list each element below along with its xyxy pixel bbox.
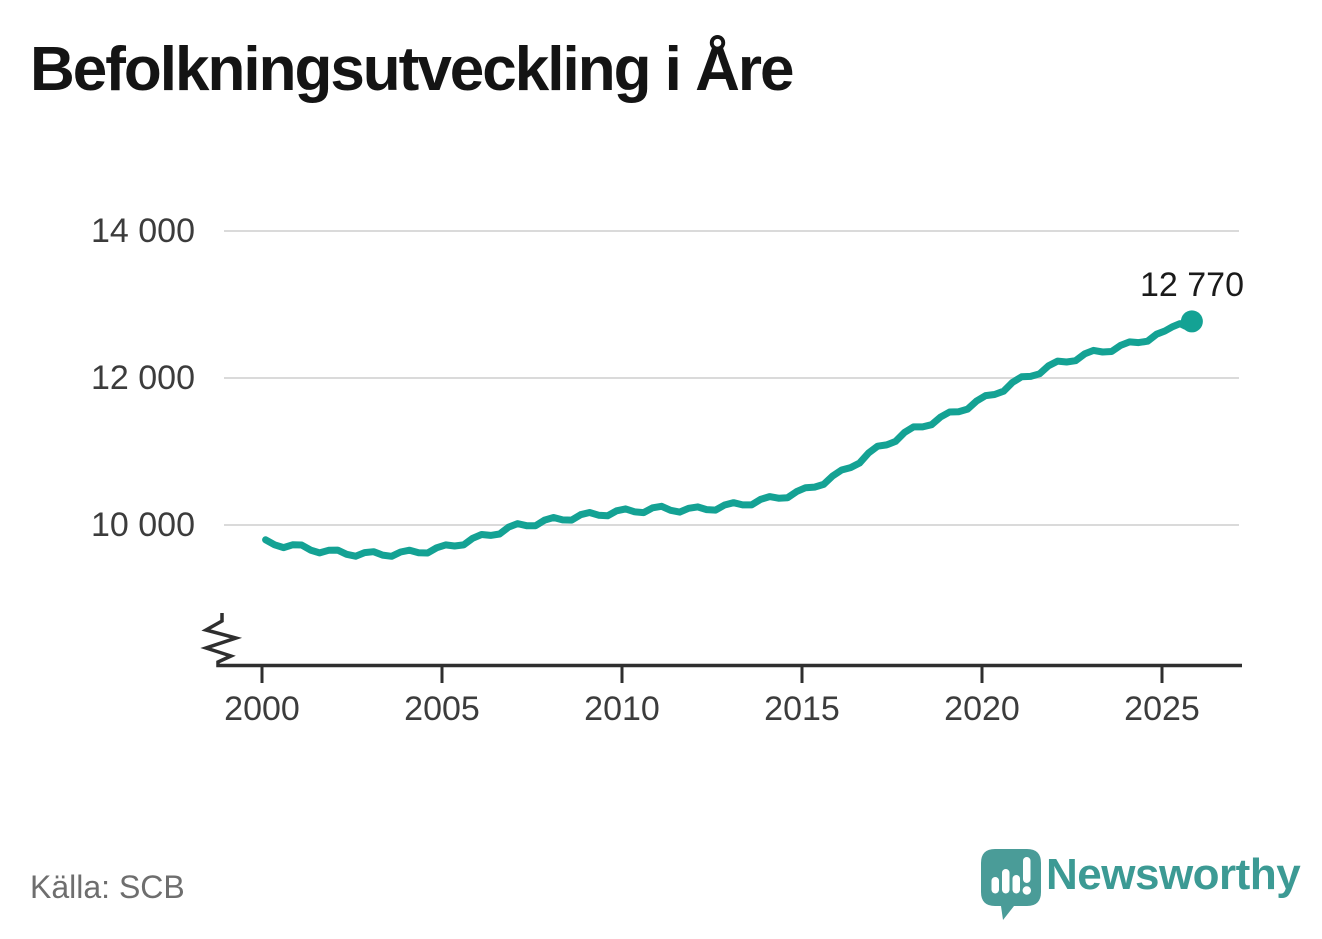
series-end-value-label: 12 770	[1140, 266, 1244, 304]
y-axis-tick-label-14000: 14 000	[91, 212, 195, 250]
logo-exclamation-bar	[1023, 857, 1031, 883]
x-axis-tick-label-2005: 2005	[404, 690, 480, 728]
newsworthy-branding: Newsworthy	[979, 845, 1301, 925]
x-axis-tick-label-2010: 2010	[584, 690, 660, 728]
source-caption: Källa: SCB	[30, 869, 185, 905]
x-axis-tick-label-2020: 2020	[944, 690, 1020, 728]
x-axis-tick-label-2015: 2015	[764, 690, 840, 728]
logo-exclamation-dot	[1022, 886, 1031, 895]
chart-title: Befolkningsutveckling i Åre	[30, 35, 795, 104]
x-axis-tick-label-2025: 2025	[1124, 690, 1200, 728]
y-axis-tick-label-10000: 10 000	[91, 506, 195, 544]
logo-bar-2	[1002, 869, 1010, 894]
logo-bar-1	[991, 877, 999, 894]
x-axis-tick-label-2000: 2000	[224, 690, 300, 728]
logo-bar-3	[1012, 875, 1020, 894]
newsworthy-logo-icon	[981, 849, 1041, 920]
y-axis-tick-label-12000: 12 000	[91, 359, 195, 397]
newsworthy-wordmark: Newsworthy	[1046, 850, 1301, 899]
